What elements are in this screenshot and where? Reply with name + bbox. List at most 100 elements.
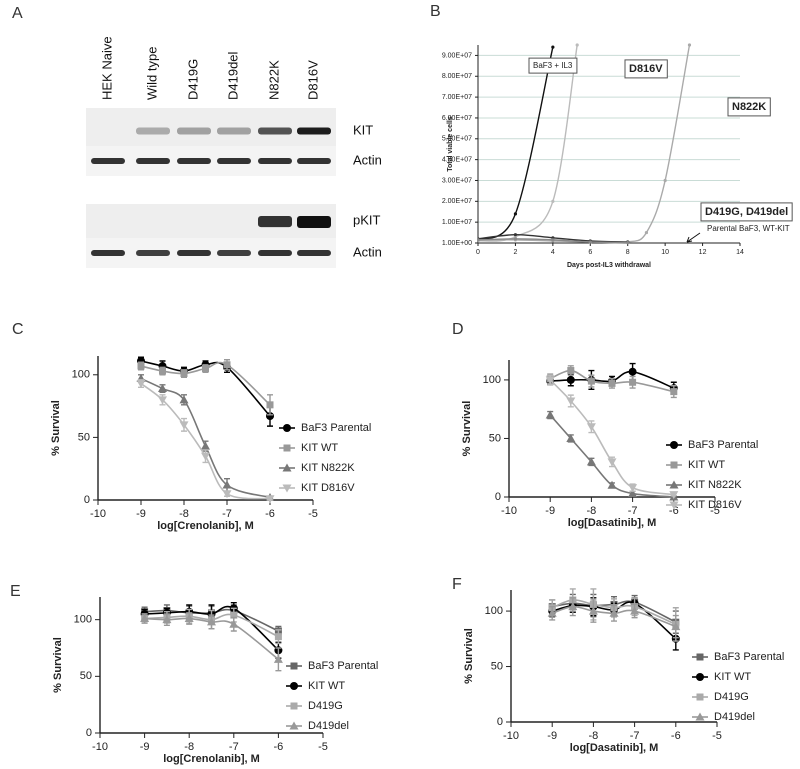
x-tick-label: -7: [628, 505, 638, 517]
legend-marker: [283, 444, 291, 452]
legend-marker: [289, 721, 299, 730]
point: [201, 452, 210, 461]
y-tick-label: 0: [497, 716, 503, 728]
point: [609, 608, 619, 617]
panel-letter: C: [12, 321, 24, 338]
band: [217, 158, 251, 164]
point: [547, 608, 557, 617]
y-tick-label: 5.00E+07: [442, 136, 472, 143]
band: [136, 158, 170, 164]
legend-label: BaF3 Parental: [301, 422, 371, 434]
band: [177, 158, 211, 164]
point: [137, 362, 145, 370]
series-line: [478, 44, 578, 242]
blot-strip: [86, 108, 336, 146]
legend-label: KIT WT: [714, 671, 751, 683]
point: [202, 365, 209, 373]
point: [575, 43, 579, 47]
x-tick-label: 12: [699, 249, 707, 256]
legend-label: BaF3 Parental: [688, 439, 758, 451]
x-tick-label: -10: [92, 741, 108, 753]
legend-label: KIT D816V: [301, 482, 355, 494]
band: [258, 250, 292, 256]
point: [628, 484, 638, 493]
band: [258, 216, 292, 228]
y-tick-label: 4.00E+07: [442, 156, 472, 163]
point: [273, 654, 283, 663]
legend-marker: [290, 682, 298, 690]
legend-label: BaF3 Parental: [308, 660, 378, 672]
y-tick-label: 0: [495, 491, 501, 503]
y-tick-label: 0: [86, 727, 92, 739]
legend-label: KIT WT: [308, 680, 345, 692]
legend-marker: [290, 702, 298, 710]
annotation-box: [624, 59, 668, 79]
point: [588, 606, 598, 615]
y-tick-label: 50: [78, 431, 90, 443]
point: [586, 423, 596, 432]
x-tick-label: -10: [503, 730, 519, 742]
legend-label: D419del: [714, 711, 755, 723]
x-tick-label: -7: [229, 741, 239, 753]
band: [297, 216, 331, 228]
x-tick-label: -10: [501, 505, 517, 517]
y-tick-label: 6.00E+07: [442, 115, 472, 122]
x-axis-label: log[Crenolanib], M: [163, 753, 260, 765]
panel-letter: F: [452, 576, 462, 593]
x-tick-label: -9: [545, 505, 555, 517]
point: [644, 230, 649, 235]
point: [179, 395, 189, 404]
legend-label: BaF3 Parental: [714, 651, 784, 663]
y-tick-label: 50: [491, 660, 503, 672]
point: [671, 622, 681, 631]
x-tick-label: 0: [476, 249, 480, 256]
legend-marker: [282, 463, 292, 472]
band: [217, 250, 251, 256]
chart: 0 50 100 -10 -9 -8 -7 -6 -5 log[Dasatinib], M % Su…: [463, 588, 784, 754]
legend-label: KIT WT: [301, 442, 338, 454]
lane-label: N822K: [266, 60, 281, 100]
y-axis-label: % Survival: [52, 637, 64, 693]
point: [222, 490, 232, 499]
x-tick-label: -9: [140, 741, 150, 753]
point: [626, 240, 630, 245]
charts: 1.00E+00 1.00E+07 2.00E+07 3.00E+07 4.00E+07…: [50, 43, 793, 765]
annotation-box: [727, 97, 771, 117]
band: [136, 250, 170, 256]
x-axis-label: log[Dasatinib], M: [570, 742, 659, 754]
point: [551, 199, 555, 203]
chart: 0 50 100 -10 -9 -8 -7 -6 -5 log[Crenolanib], M % S…: [50, 356, 371, 532]
x-tick-label: 14: [736, 249, 744, 256]
x-tick-label: 6: [588, 249, 592, 256]
point: [687, 43, 692, 47]
point: [136, 380, 146, 389]
point: [545, 376, 555, 385]
point: [159, 367, 166, 375]
blot-strip: [86, 204, 336, 238]
point: [629, 378, 637, 386]
legend-label: KIT N822K: [688, 479, 742, 491]
legend-label: KIT N822K: [301, 462, 355, 474]
legend-marker: [695, 712, 705, 721]
y-tick-label: 7.00E+07: [442, 94, 472, 101]
point: [513, 233, 518, 237]
x-tick-label: 2: [513, 249, 517, 256]
plot-area: [478, 43, 692, 245]
point: [669, 491, 679, 500]
lane-label: Wild type: [144, 47, 159, 100]
lane-label: D419G: [185, 59, 200, 100]
annotation-box: [528, 57, 578, 74]
band: [297, 158, 331, 164]
point: [207, 617, 216, 626]
x-tick-label: -5: [318, 741, 328, 753]
legend-marker: [290, 662, 298, 670]
series-line: [549, 414, 674, 498]
x-tick-label: -10: [90, 508, 106, 520]
annotation-arrow: [686, 232, 701, 243]
x-tick-label: -8: [589, 730, 599, 742]
point: [478, 238, 480, 242]
point: [586, 457, 596, 466]
y-tick-label: 50: [489, 432, 501, 444]
annotation-box: [700, 202, 793, 222]
